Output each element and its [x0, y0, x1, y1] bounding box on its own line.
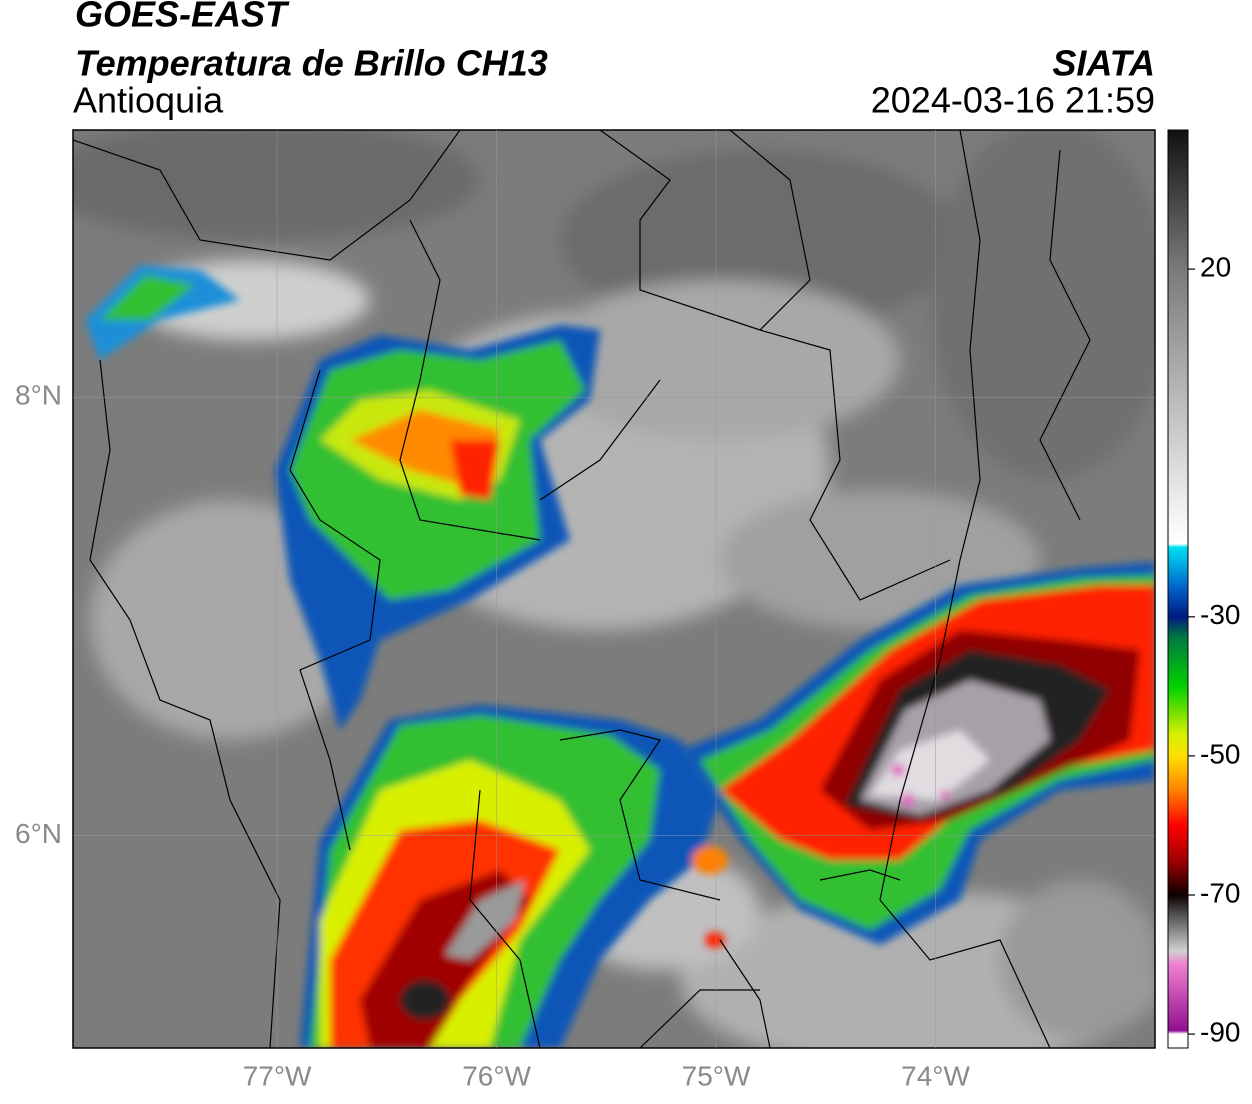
- satellite: GOES-EAST: [75, 0, 290, 35]
- colorbar-tick-label: 20: [1200, 251, 1231, 282]
- boundaries: [73, 130, 1091, 1048]
- satellite-image: [73, 130, 1155, 1048]
- region: Antioquia: [73, 80, 224, 121]
- y-tick-label: 8°N: [15, 380, 62, 411]
- x-tick-label: 76°W: [462, 1060, 531, 1091]
- graticule: [73, 130, 1155, 1048]
- axes: 77°W 76°W 75°W 74°W 8°N 6°N: [15, 380, 970, 1092]
- product: Temperatura de Brillo CH13: [75, 43, 548, 84]
- colorbar-tick-label: -50: [1200, 738, 1240, 769]
- map-frame: [72, 129, 1156, 1049]
- colorbar-tick-label: -90: [1200, 1016, 1240, 1047]
- colorbar: [1167, 129, 1189, 1049]
- colorbar-tick-label: -30: [1200, 599, 1240, 630]
- y-tick-label: 6°N: [15, 818, 62, 849]
- x-tick-label: 77°W: [243, 1060, 312, 1091]
- x-tick-label: 75°W: [682, 1060, 751, 1091]
- timestamp: 2024-03-16 21:59: [871, 80, 1155, 121]
- source: SIATA: [1052, 43, 1155, 84]
- colorbar-ticks: 20 -30 -50 -70 -90: [1188, 251, 1240, 1047]
- colorbar-tick-label: -70: [1200, 877, 1240, 908]
- x-tick-label: 74°W: [901, 1060, 970, 1091]
